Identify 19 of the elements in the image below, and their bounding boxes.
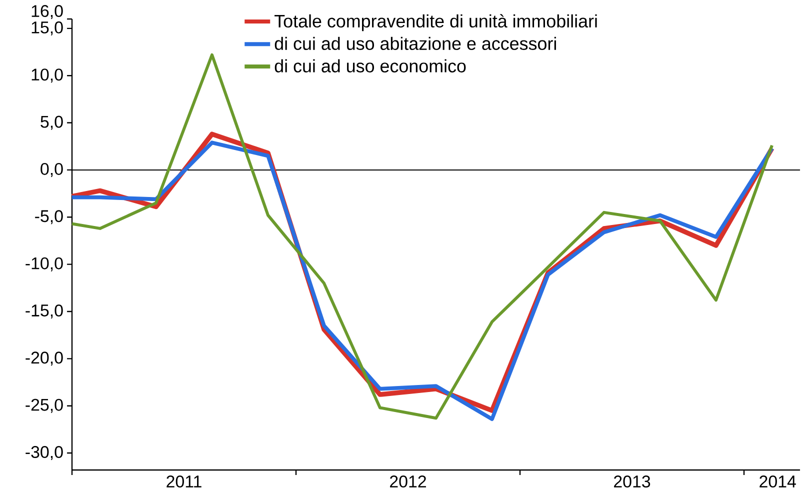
legend-label: di cui ad uso economico [274, 59, 466, 72]
y-tick-label: 16,0 [32, 5, 63, 20]
y-tick-label: -5,0 [35, 210, 63, 224]
y-tick-label: 10,0 [32, 68, 63, 83]
y-tick-label: -25,0 [26, 398, 63, 413]
y-tick-label: -15,0 [26, 304, 63, 318]
y-tick-label: 5,0 [40, 116, 63, 130]
x-tick-label: 2013 [614, 476, 650, 488]
legend-label: Totale compravendite di unità immobiliari [274, 14, 597, 32]
y-tick-label: -30,0 [26, 446, 63, 460]
y-tick-label: -10,0 [26, 257, 63, 272]
x-tick-label: 2014 [760, 476, 796, 488]
x-tick-label: 2011 [166, 476, 202, 488]
y-tick-label: 0,0 [40, 162, 63, 177]
line-series [70, 53, 774, 420]
y-tick-label: 15,0 [32, 21, 63, 36]
legend-label: di cui ad uso abitazione e accessori [274, 36, 556, 50]
x-tick-label: 2012 [390, 476, 426, 488]
y-tick-label: -20,0 [26, 352, 63, 366]
